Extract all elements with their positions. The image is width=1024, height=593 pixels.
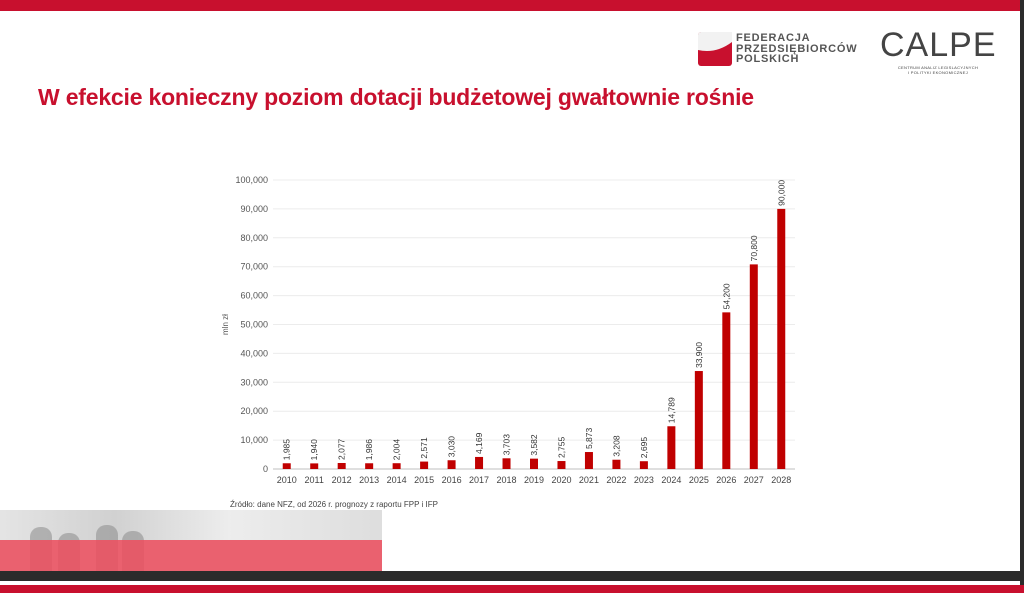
x-tick-label: 2013 [359, 475, 379, 485]
data-label: 3,582 [529, 434, 539, 456]
x-tick-label: 2022 [606, 475, 626, 485]
data-label: 2,755 [556, 436, 566, 458]
y-axis-label: mln zł [221, 314, 230, 335]
data-label: 5,873 [584, 427, 594, 449]
y-tick-label: 60,000 [240, 291, 268, 301]
top-accent-bar [0, 0, 1024, 11]
fpp-line-1: FEDERACJA [736, 32, 811, 44]
bar [749, 264, 758, 469]
calpe-sub-line-1: CENTRUM ANALIZ LEGISLACYJNYCH [897, 65, 979, 70]
calpe-sub-line-2: I POLITYKI EKONOMICZNEJ [907, 70, 969, 75]
bar [530, 458, 538, 469]
x-tick-label: 2020 [551, 475, 571, 485]
data-label: 2,077 [337, 438, 347, 460]
y-tick-label: 10,000 [240, 435, 268, 445]
x-tick-label: 2011 [305, 475, 324, 485]
fpp-line-2: PRZEDSIĘBIORCÓW [736, 42, 858, 55]
data-label: 2,571 [419, 437, 429, 459]
bar [557, 461, 566, 469]
x-tick-label: 2025 [689, 475, 709, 485]
data-label: 2,004 [392, 439, 402, 461]
window-edge [1020, 0, 1024, 593]
bar [694, 371, 703, 469]
x-tick-label: 2012 [332, 475, 352, 485]
bar-chart: 0 10,000 20,000 30,000 40,000 50,000 60,000 70,… [221, 175, 795, 485]
calpe-wordmark: CALPE [880, 26, 997, 64]
bar [639, 461, 648, 469]
bar [475, 456, 484, 469]
x-tick-label: 2017 [469, 475, 489, 485]
data-label: 14,789 [666, 397, 676, 423]
bar [612, 459, 621, 469]
x-tick-label: 2024 [661, 475, 681, 485]
data-label: 2,695 [639, 437, 649, 459]
bar [392, 463, 401, 469]
decorative-photo-strip [0, 510, 382, 571]
calpe-subtitle: CENTRUM ANALIZ LEGISLACYJNYCH I POLITYKI… [888, 65, 988, 75]
x-tick-label: 2016 [442, 475, 462, 485]
data-label: 90,000 [776, 180, 786, 206]
bottom-accent-bar [0, 585, 1024, 593]
bar [420, 461, 429, 469]
bar [310, 463, 319, 469]
data-label: 1,940 [309, 439, 319, 461]
bar [502, 458, 511, 469]
y-tick-label: 50,000 [240, 320, 268, 330]
data-label: 4,169 [474, 432, 484, 454]
photo-background [0, 510, 382, 540]
polish-flag-icon [698, 32, 732, 66]
bar [447, 460, 456, 469]
y-tick-label: 90,000 [240, 204, 268, 214]
y-tick-label: 80,000 [240, 233, 268, 243]
x-tick-label: 2014 [387, 475, 407, 485]
x-tick-label: 2018 [497, 475, 517, 485]
x-tick-label: 2023 [634, 475, 654, 485]
data-label: 33,900 [694, 342, 704, 368]
bottom-dark-bar [0, 571, 1024, 581]
data-label: 1,985 [282, 439, 292, 461]
bar [365, 463, 374, 469]
fpp-logo: FEDERACJA PRZEDSIĘBIORCÓW POLSKICH [698, 32, 858, 72]
bar [584, 452, 593, 469]
bar [667, 426, 676, 469]
x-tick-label: 2015 [414, 475, 434, 485]
y-tick-label: 40,000 [240, 348, 268, 358]
y-tick-label: 30,000 [240, 377, 268, 387]
data-label: 54,200 [721, 283, 731, 309]
data-label: 3,703 [502, 434, 512, 456]
data-label: 1,986 [364, 439, 374, 461]
x-tick-label: 2021 [579, 475, 599, 485]
bar [337, 462, 346, 469]
fpp-line-3: POLSKICH [736, 53, 800, 65]
calpe-logo: CALPE CENTRUM ANALIZ LEGISLACYJNYCH I PO… [880, 26, 997, 78]
x-tick-label: 2010 [277, 475, 297, 485]
data-label: 3,030 [447, 436, 457, 458]
source-note: Źródło: dane NFZ, od 2026 r. prognozy z … [230, 500, 438, 509]
y-tick-label: 100,000 [235, 175, 268, 185]
y-tick-label: 0 [263, 464, 268, 474]
bar [777, 208, 786, 469]
y-tick-label: 20,000 [240, 406, 268, 416]
x-tick-label: 2019 [524, 475, 544, 485]
red-overlay [0, 540, 382, 571]
data-label: 70,800 [749, 235, 759, 261]
page-title: W efekcie konieczny poziom dotacji budże… [38, 84, 754, 110]
y-tick-label: 70,000 [240, 262, 268, 272]
x-tick-label: 2028 [771, 475, 791, 485]
bar [722, 312, 731, 469]
data-label: 3,208 [611, 435, 621, 457]
bar [282, 463, 291, 469]
fpp-logo-text: FEDERACJA PRZEDSIĘBIORCÓW POLSKICH [736, 33, 857, 65]
x-tick-label: 2026 [716, 475, 736, 485]
x-tick-label: 2027 [744, 475, 764, 485]
